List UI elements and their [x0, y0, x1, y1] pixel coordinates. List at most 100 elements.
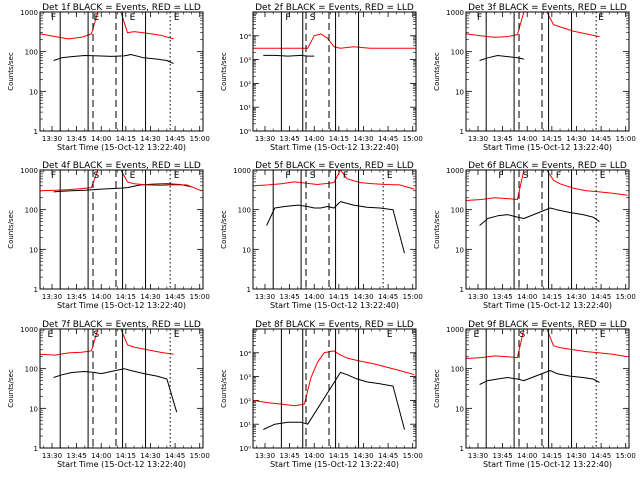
x-tick-label: 14:45 — [165, 452, 185, 460]
x-axis-label: Start Time (15-Oct-12 13:22:40) — [483, 301, 612, 310]
x-tick-label: 14:45 — [378, 452, 398, 460]
panel-det-2f: Det 2f BLACK = Events, RED = LLD 10⁰ 10¹ 10… — [220, 3, 423, 152]
panel-frame — [465, 11, 630, 132]
panel-det-7f: Det 7f BLACK = Events, RED = LLD 1 10 100 10… — [7, 320, 210, 469]
y-tick-label: 100 — [238, 207, 251, 215]
x-tick-label: 14:30 — [140, 293, 160, 301]
panel-det-9f: Det 9f BLACK = Events, RED = LLD 1 10 100 10… — [433, 320, 636, 469]
interval-label: S — [523, 171, 529, 181]
x-tick-label: 14:30 — [140, 135, 160, 143]
y-axis-label: Counts/sec — [7, 52, 15, 91]
y-tick-label: 10 — [455, 246, 464, 254]
x-tick-label: 13:45 — [280, 452, 300, 460]
x-tick-label: 14:30 — [566, 293, 586, 301]
y-tick-label: 1 — [460, 286, 464, 294]
y-axis-label: Counts/sec — [433, 369, 441, 408]
panel-frame — [39, 169, 204, 290]
panel-title: Det 6f BLACK = Events, RED = LLD — [468, 161, 627, 171]
panel-det-5f: Det 5f BLACK = Events, RED = LLD 1 10 100 10… — [220, 161, 423, 310]
series-line-lld — [466, 329, 628, 359]
x-tick-label: 14:00 — [91, 452, 111, 460]
x-tick-label: 14:30 — [353, 135, 373, 143]
x-tick-label: 14:00 — [304, 293, 324, 301]
x-tick-label: 14:00 — [304, 135, 324, 143]
panel-det-3f: Det 3f BLACK = Events, RED = LLD 1 10 100 10… — [433, 3, 636, 152]
x-tick-label: 14:00 — [517, 293, 537, 301]
y-tick-label: 1000 — [233, 167, 251, 175]
x-tick-label: 14:45 — [165, 135, 185, 143]
x-tick-label: 13:45 — [67, 452, 87, 460]
series-line-events — [479, 207, 600, 226]
series-line-events — [263, 371, 405, 430]
y-tick-label: 10¹ — [239, 104, 251, 112]
panel-plot-area — [40, 12, 174, 131]
x-tick-label: 13:30 — [255, 293, 275, 301]
x-tick-label: 13:45 — [67, 293, 87, 301]
x-tick-label: 15:00 — [616, 135, 636, 143]
y-tick-label: 100 — [25, 207, 38, 215]
x-tick-label: 14:30 — [566, 452, 586, 460]
x-tick-label: 14:45 — [591, 135, 611, 143]
y-tick-label: 10⁴ — [239, 33, 251, 41]
y-tick-label: 1000 — [446, 9, 464, 17]
series-line-lld — [40, 12, 174, 40]
y-tick-label: 10 — [455, 405, 464, 413]
y-tick-label: 1 — [460, 128, 464, 136]
x-tick-label: 14:15 — [542, 135, 562, 143]
x-tick-label: 14:15 — [116, 293, 136, 301]
y-tick-label: 1000 — [20, 167, 38, 175]
y-axis-label: Counts/sec — [220, 52, 228, 91]
y-tick-label: 1 — [460, 445, 464, 453]
x-tick-label: 13:30 — [468, 135, 488, 143]
y-axis-label: Counts/sec — [433, 52, 441, 91]
y-axis-label: Counts/sec — [7, 369, 15, 408]
panel-title: Det 7f BLACK = Events, RED = LLD — [42, 320, 201, 330]
x-tick-label: 15:00 — [616, 452, 636, 460]
interval-label: F — [51, 13, 56, 23]
series-line-events — [53, 368, 178, 413]
x-tick-label: 13:45 — [280, 293, 300, 301]
interval-label: E — [600, 330, 606, 340]
interval-label: E — [174, 171, 180, 181]
x-axis-label: Start Time (15-Oct-12 13:22:40) — [483, 460, 612, 469]
y-tick-label: 1 — [34, 445, 38, 453]
series-line-events — [53, 54, 174, 65]
interval-label: F — [343, 171, 348, 181]
panel-frame — [465, 328, 630, 449]
panel-title: Det 8f BLACK = Events, RED = LLD — [255, 320, 414, 330]
interval-label: S — [519, 330, 525, 340]
x-tick-label: 13:30 — [42, 293, 62, 301]
interval-label: E — [47, 330, 53, 340]
y-tick-label: 10 — [455, 88, 464, 96]
x-tick-label: 14:15 — [329, 135, 349, 143]
interval-label: S — [310, 13, 316, 23]
series-line-events — [479, 370, 600, 385]
x-tick-label: 15:00 — [403, 293, 423, 301]
interval-label: E — [130, 13, 136, 23]
series-line-lld — [40, 329, 174, 356]
x-tick-label: 14:00 — [517, 452, 537, 460]
y-tick-label: 10¹ — [239, 421, 251, 429]
x-tick-label: 14:15 — [329, 293, 349, 301]
x-tick-label: 14:00 — [91, 135, 111, 143]
panel-title: Det 1f BLACK = Events, RED = LLD — [42, 3, 201, 13]
panel-plot-area — [40, 170, 202, 289]
interval-label: E — [130, 171, 136, 181]
interval-label: F — [498, 171, 503, 181]
y-tick-label: 100 — [25, 366, 38, 374]
panel-plot-area — [466, 329, 628, 448]
interval-label: E — [93, 13, 99, 23]
interval-label: S — [310, 171, 316, 181]
y-tick-label: 1000 — [446, 167, 464, 175]
series-line-lld — [40, 170, 202, 192]
interval-label: S — [93, 330, 99, 340]
x-axis-label: Start Time (15-Oct-12 13:22:40) — [57, 301, 186, 310]
interval-label: F — [285, 171, 290, 181]
y-tick-label: 10 — [29, 88, 38, 96]
interval-label: F — [477, 13, 482, 23]
series-line-lld — [253, 33, 415, 49]
y-tick-label: 1 — [34, 128, 38, 136]
x-tick-label: 13:30 — [255, 452, 275, 460]
y-tick-label: 1000 — [20, 9, 38, 17]
